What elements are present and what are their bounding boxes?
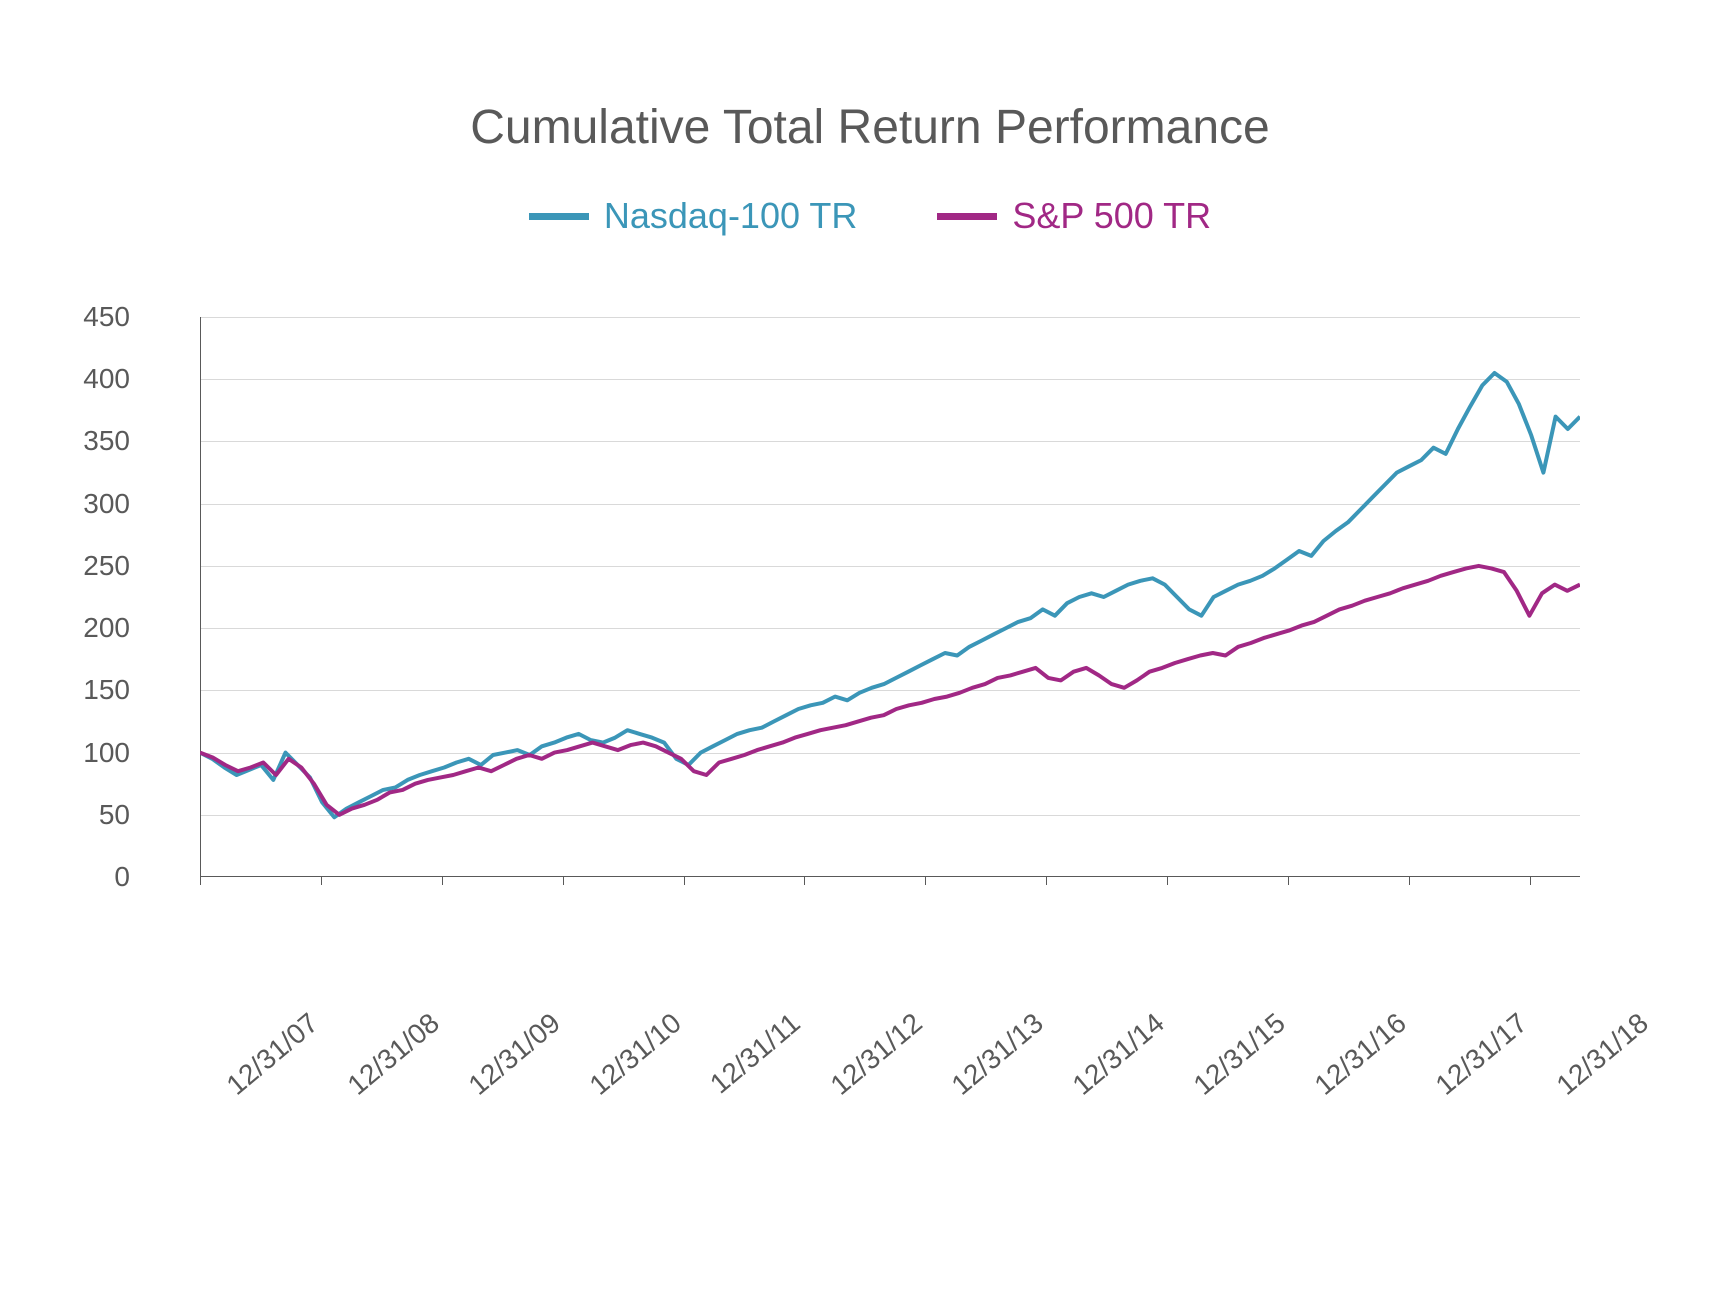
chart-container: Cumulative Total Return Performance Nasd…: [120, 100, 1620, 1200]
y-tick-label: 0: [114, 861, 130, 893]
y-tick-label: 250: [83, 550, 130, 582]
x-tick-label: 12/31/09: [462, 1007, 566, 1102]
legend-swatch-sp500: [937, 213, 997, 220]
x-tick-label: 12/31/11: [704, 1007, 806, 1100]
x-tick: [200, 877, 201, 885]
chart-lines: [200, 317, 1580, 877]
x-tick: [1530, 877, 1531, 885]
x-tick-label: 12/31/08: [341, 1007, 445, 1102]
y-tick-label: 150: [83, 674, 130, 706]
x-tick-label: 12/31/17: [1429, 1007, 1533, 1102]
plot-area: 050100150200250300350400450 12/31/0712/3…: [200, 317, 1580, 877]
x-tick: [925, 877, 926, 885]
x-tick: [684, 877, 685, 885]
x-tick-label: 12/31/13: [946, 1007, 1050, 1102]
x-tick: [804, 877, 805, 885]
y-tick-label: 100: [83, 737, 130, 769]
series-line: [200, 566, 1580, 815]
x-tick-label: 12/31/15: [1188, 1007, 1292, 1102]
y-tick-label: 400: [83, 363, 130, 395]
x-tick: [1288, 877, 1289, 885]
x-tick: [442, 877, 443, 885]
x-tick-label: 12/31/07: [221, 1007, 325, 1102]
legend-label-nasdaq: Nasdaq-100 TR: [604, 195, 857, 237]
x-tick: [321, 877, 322, 885]
x-tick: [1046, 877, 1047, 885]
x-tick: [1409, 877, 1410, 885]
legend-swatch-nasdaq: [529, 213, 589, 220]
series-line: [200, 373, 1580, 817]
y-tick-label: 300: [83, 488, 130, 520]
y-tick-label: 50: [99, 799, 130, 831]
chart-title: Cumulative Total Return Performance: [120, 100, 1620, 155]
x-tick: [1167, 877, 1168, 885]
y-tick-label: 450: [83, 301, 130, 333]
y-tick-label: 350: [83, 425, 130, 457]
y-tick-label: 200: [83, 612, 130, 644]
x-tick-label: 12/31/12: [825, 1007, 929, 1102]
legend-label-sp500: S&P 500 TR: [1012, 195, 1211, 237]
x-tick: [563, 877, 564, 885]
legend-item-sp500: S&P 500 TR: [937, 195, 1211, 237]
x-tick-label: 12/31/14: [1067, 1007, 1171, 1102]
legend-item-nasdaq: Nasdaq-100 TR: [529, 195, 857, 237]
x-tick-label: 12/31/10: [583, 1007, 687, 1102]
legend: Nasdaq-100 TR S&P 500 TR: [120, 195, 1620, 237]
x-tick-label: 12/31/16: [1308, 1007, 1412, 1102]
x-tick-label: 12/31/18: [1550, 1007, 1654, 1102]
